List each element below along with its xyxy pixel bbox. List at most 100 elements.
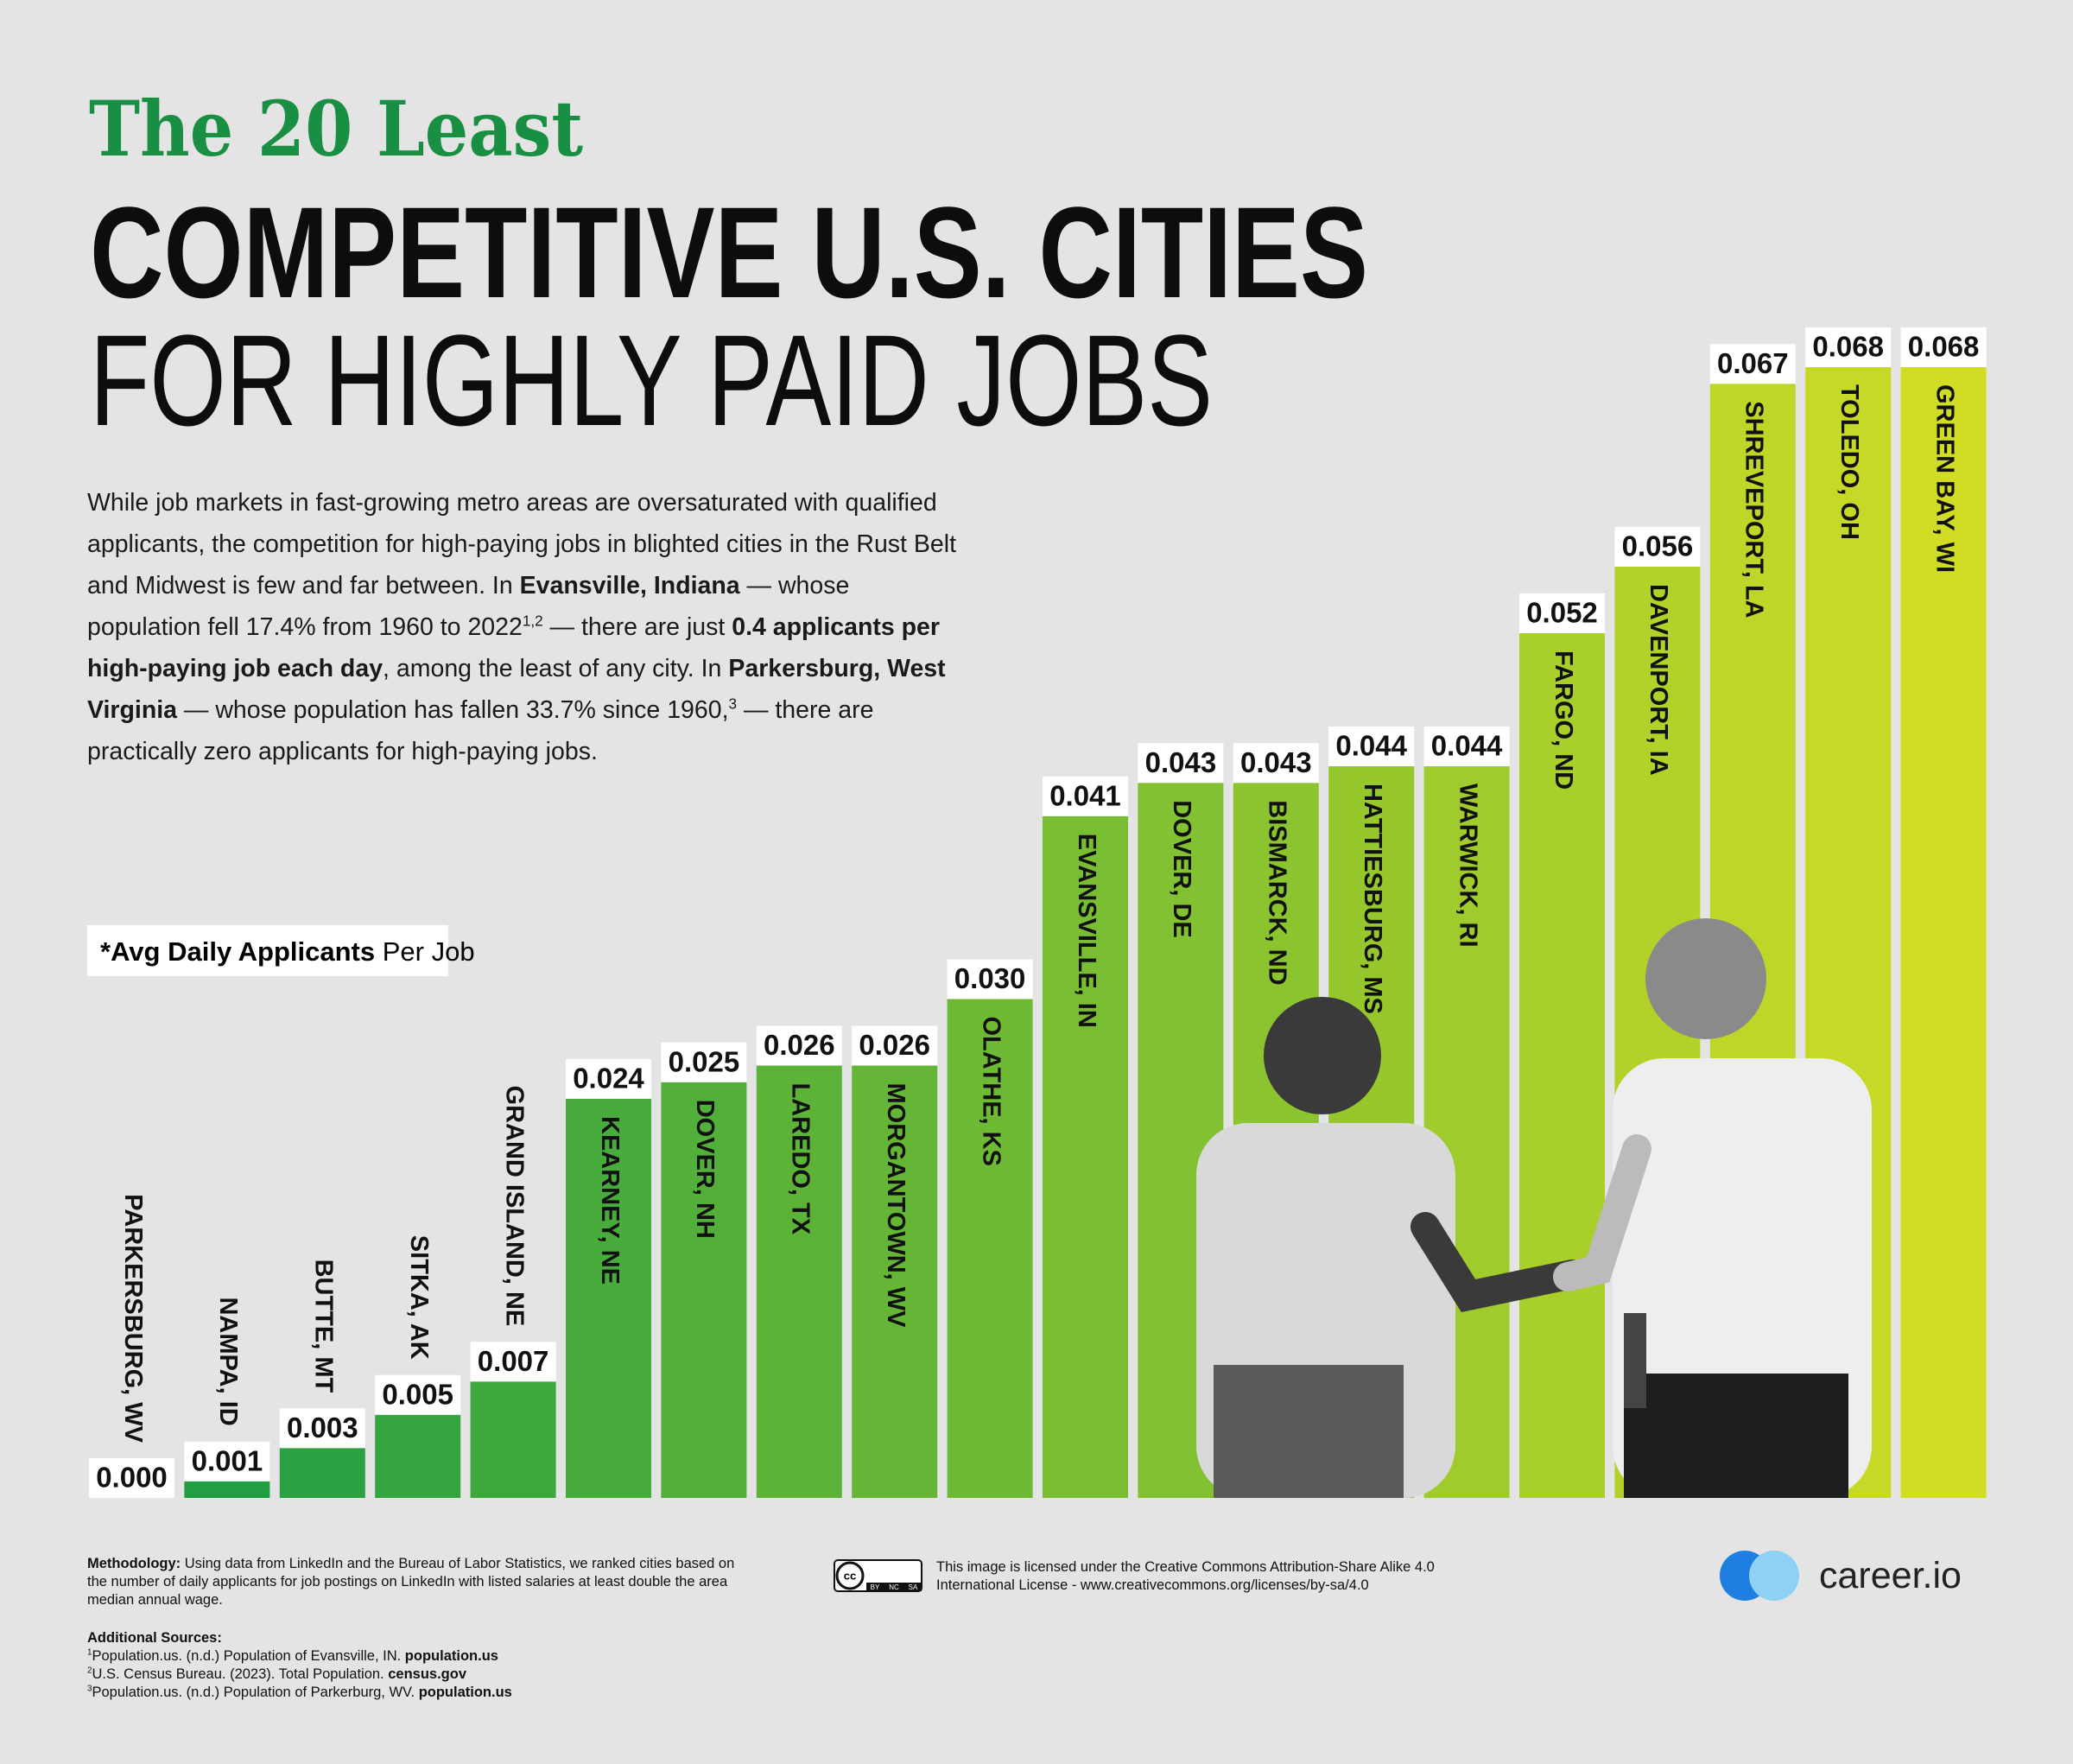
category-label: HATTIESBURG, MS (1359, 784, 1386, 1014)
value-label: 0.030 (954, 962, 1026, 994)
source: 2U.S. Census Bureau. (2023). Total Popul… (87, 1666, 744, 1684)
value-label-box (1519, 593, 1605, 633)
bar (566, 1099, 651, 1498)
note-light: Per Job (383, 936, 475, 967)
value-label-box (470, 1342, 556, 1382)
value-label-box (756, 1025, 842, 1066)
note-box (87, 925, 448, 976)
value-label: 0.024 (573, 1063, 644, 1095)
value-label-box (279, 1408, 365, 1449)
text: , among the least of any city. In (383, 655, 729, 682)
superscript: 1,2 (522, 612, 543, 630)
value-label-box (375, 1374, 461, 1415)
source: 1Population.us. (n.d.) Population of Eva… (87, 1647, 744, 1666)
methodology: Methodology: Using data from LinkedIn an… (87, 1555, 744, 1609)
bold-text: population.us (418, 1685, 512, 1700)
bold-text: Evansville, Indiana (519, 572, 740, 600)
category-label: MORGANTOWN, WV (882, 1083, 910, 1329)
value-label-box (1138, 743, 1224, 784)
category-label: LAREDO, TX (787, 1083, 815, 1235)
value-label-box (947, 959, 1033, 999)
value-label-box (1805, 327, 1892, 367)
bold-text: Parkersburg, West Virginia (87, 655, 946, 724)
category-label: FARGO, ND (1550, 650, 1577, 790)
text: — there are just (542, 613, 732, 641)
bold-text: census.gov (388, 1666, 467, 1682)
text: Population.us. (n.d.) Population of Park… (92, 1685, 419, 1700)
category-label: DOVER, DE (1168, 800, 1195, 938)
value-label: 0.026 (764, 1029, 835, 1061)
category-label: GREEN BAY, WI (1930, 384, 1958, 573)
bar (756, 1065, 842, 1498)
value-label-box (1614, 527, 1701, 567)
value-label: 0.056 (1622, 530, 1694, 562)
bar (852, 1065, 938, 1498)
superscript: 2 (87, 1666, 92, 1676)
value-label-box (1043, 776, 1128, 816)
value-label: 0.043 (1240, 746, 1312, 778)
value-label: 0.041 (1049, 779, 1121, 811)
bar (1043, 815, 1128, 1498)
text: While job markets in fast-growing metro … (87, 489, 956, 600)
license: This image is licensed under the Creativ… (936, 1559, 1435, 1593)
value-label: 0.068 (1908, 331, 1980, 363)
superscript: 1 (87, 1647, 92, 1658)
bar (375, 1414, 461, 1498)
value-label: 0.003 (287, 1412, 358, 1444)
bar (279, 1448, 365, 1498)
text: — whose population has fallen 33.7% sinc… (177, 696, 729, 724)
title-line: The 20 Least (89, 84, 583, 174)
text: — there are practically zero applicants … (87, 696, 874, 765)
bar (184, 1481, 270, 1498)
text: — whose population fell 17.4% from 1960 … (87, 572, 850, 641)
title-line: COMPETITIVE U.S. CITIES (90, 180, 1368, 325)
superscript: 3 (728, 695, 738, 713)
category-label: DAVENPORT, IA (1645, 584, 1672, 776)
value-label-box (1233, 743, 1319, 784)
value-label-box (852, 1025, 938, 1066)
bar (1519, 633, 1605, 1498)
bar (1900, 367, 1987, 1498)
title-line: FOR HIGHLY PAID JOBS (90, 308, 1213, 453)
value-label: 0.067 (1717, 347, 1789, 379)
value-label: 0.025 (669, 1045, 740, 1077)
text: Using data from LinkedIn and the Bureau … (87, 1556, 735, 1608)
bar (470, 1381, 556, 1498)
category-label: PARKERSBURG, WV (119, 1194, 147, 1444)
value-label-box (1423, 727, 1510, 766)
value-label: 0.005 (382, 1378, 453, 1410)
category-label: SITKA, AK (405, 1235, 433, 1360)
note: *Avg Daily Applicants Per Job (100, 936, 475, 967)
value-label: 0.026 (859, 1029, 930, 1061)
value-label: 0.052 (1526, 597, 1598, 629)
category-label: NAMPA, ID (214, 1297, 242, 1425)
value-label: 0.044 (1335, 730, 1407, 762)
sources-title: Additional Sources: (87, 1630, 222, 1646)
value-label: 0.001 (192, 1444, 263, 1476)
value-label: 0.000 (96, 1462, 168, 1494)
category-label: WARWICK, RI (1454, 784, 1481, 948)
value-label-box (184, 1441, 270, 1482)
value-label-box (1709, 344, 1796, 384)
bold-text: 0.4 applicants per high-paying job each … (87, 613, 940, 682)
value-label-box (1328, 727, 1415, 766)
category-label: OLATHE, KS (977, 1017, 1005, 1166)
category-label: EVANSVILLE, IN (1073, 834, 1100, 1028)
category-label: DOVER, NH (691, 1100, 719, 1239)
note-bold: *Avg Daily Applicants (100, 936, 375, 967)
category-label: SHREVEPORT, LA (1740, 401, 1768, 618)
sources: Additional Sources: 1Population.us. (n.d… (87, 1629, 744, 1702)
category-label: BUTTE, MT (310, 1260, 338, 1393)
value-label-box (89, 1458, 174, 1498)
bold-text: population.us (404, 1648, 498, 1664)
value-label: 0.043 (1145, 746, 1217, 778)
bold-text: Methodology: (87, 1556, 181, 1571)
category-label: TOLEDO, OH (1835, 384, 1863, 540)
text: U.S. Census Bureau. (2023). Total Popula… (92, 1666, 389, 1682)
bar (661, 1082, 747, 1498)
value-label-box (566, 1059, 651, 1099)
value-label: 0.044 (1431, 730, 1503, 762)
value-label-box (661, 1042, 747, 1082)
value-label: 0.007 (478, 1345, 549, 1377)
